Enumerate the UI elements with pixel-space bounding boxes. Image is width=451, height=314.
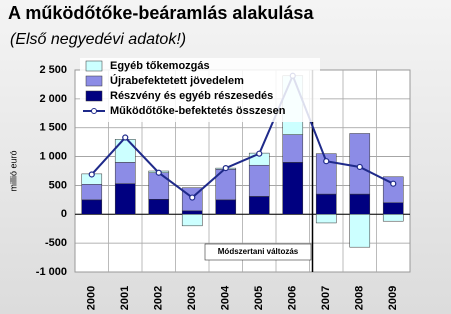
bar-segment xyxy=(148,199,170,215)
annotation-box xyxy=(204,243,312,261)
legend-label: Újrabefektetett jövedelem xyxy=(110,74,244,87)
bar-segment xyxy=(215,199,237,215)
line-marker xyxy=(323,158,330,165)
legend-box xyxy=(80,58,320,122)
legend-swatch xyxy=(85,60,103,72)
x-tick-label: 2000 xyxy=(86,286,98,310)
annotation: Módszertani változás xyxy=(218,247,299,256)
line-marker xyxy=(390,180,397,187)
bar-segment xyxy=(114,139,136,163)
y-tick-label: 2 500 xyxy=(39,64,67,76)
bar-segment xyxy=(382,176,404,203)
y-tick-label: 1 000 xyxy=(39,150,67,162)
bar-segment xyxy=(382,214,404,222)
line-marker xyxy=(189,194,196,201)
x-tick-label: 2002 xyxy=(153,286,165,310)
line xyxy=(91,73,394,199)
legend-label: Egyéb tőkemozgás xyxy=(110,60,210,72)
line-marker xyxy=(222,165,229,172)
x-tick-label: 2005 xyxy=(253,286,265,310)
bar-segment xyxy=(248,196,270,215)
line-marker xyxy=(356,163,363,171)
y-tick-label: 500 xyxy=(49,179,67,191)
bar-segment xyxy=(181,210,203,215)
chart-title: A működőtőke-beáramlás alakulása xyxy=(8,3,314,23)
x-tick-label: 2009 xyxy=(387,286,399,310)
legend-swatch xyxy=(85,90,103,102)
bar-segment xyxy=(114,162,136,184)
bar-segment xyxy=(315,193,337,215)
y-tick-label: 0 xyxy=(61,208,67,220)
x-tick-label: 2003 xyxy=(186,286,198,310)
chart-subtitle: (Első negyedévi adatok!) xyxy=(10,31,186,48)
bar-segment xyxy=(114,183,136,215)
bar-segment xyxy=(349,193,371,215)
x-tick-label: 2001 xyxy=(119,286,131,310)
y-axis-label: millió euró xyxy=(8,150,18,191)
bar-segment xyxy=(81,199,103,215)
bar-segment xyxy=(315,214,337,224)
line-marker xyxy=(256,150,263,157)
y-tick-label: 1 500 xyxy=(39,122,67,134)
bar-segment xyxy=(315,153,337,195)
x-tick-label: 2006 xyxy=(287,286,299,310)
y-tick-label: -500 xyxy=(45,237,67,249)
bar-segment xyxy=(282,162,304,215)
line-marker xyxy=(88,171,95,178)
x-tick-label: 2007 xyxy=(320,286,332,310)
bar-segment xyxy=(181,214,203,227)
legend-label: Részvény és egyéb részesedés xyxy=(110,90,273,102)
bar-segment xyxy=(248,164,270,197)
x-tick-label: 2008 xyxy=(354,286,366,310)
y-tick-label: -1 000 xyxy=(36,266,67,278)
line-marker xyxy=(122,134,129,141)
y-tick-label: 2 000 xyxy=(39,93,67,105)
legend-swatch xyxy=(85,75,103,87)
bar-segment xyxy=(81,184,103,201)
bar-segment xyxy=(282,134,304,163)
legend-marker xyxy=(91,108,97,114)
bar-segment xyxy=(382,202,404,215)
bar-segment xyxy=(349,214,371,248)
x-tick-label: 2004 xyxy=(220,285,232,310)
legend-label: Működőtőke-befektetés összesen xyxy=(110,105,286,117)
line-marker xyxy=(155,169,162,176)
bar-segment xyxy=(349,133,371,195)
